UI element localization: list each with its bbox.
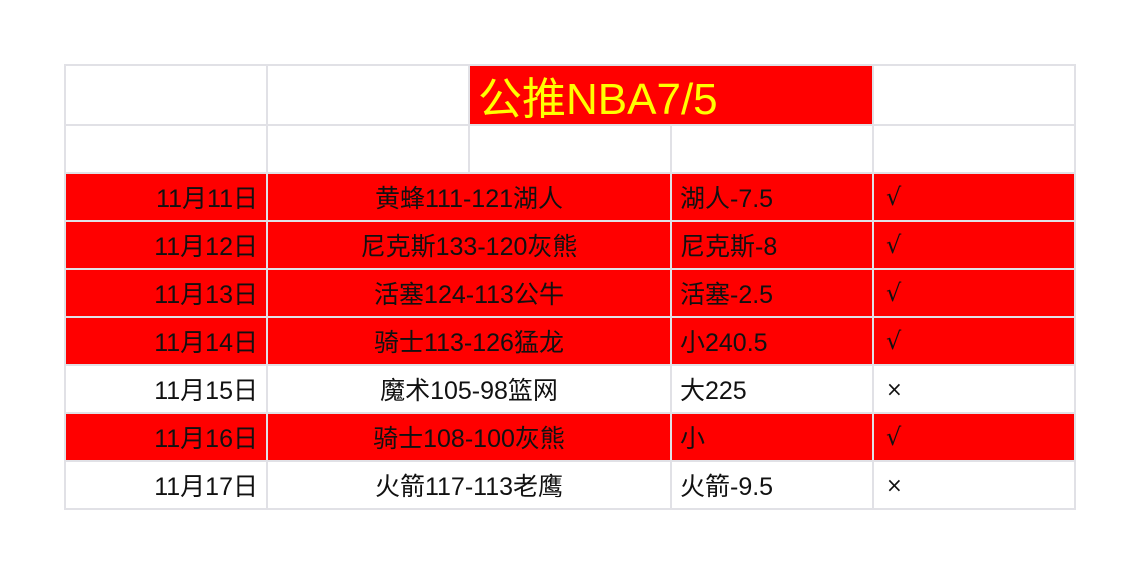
empty-cell[interactable] — [268, 66, 468, 124]
result-cell[interactable]: √ — [874, 318, 1074, 364]
empty-cell[interactable] — [874, 126, 1074, 172]
empty-cell[interactable] — [672, 126, 872, 172]
date-cell[interactable]: 11月15日 — [66, 366, 266, 412]
date-cell[interactable]: 11月16日 — [66, 414, 266, 460]
date-cell[interactable]: 11月12日 — [66, 222, 266, 268]
date-cell[interactable]: 11月11日 — [66, 174, 266, 220]
result-cell[interactable]: × — [874, 366, 1074, 412]
empty-cell[interactable] — [874, 66, 1074, 124]
date-cell[interactable]: 11月13日 — [66, 270, 266, 316]
pick-cell[interactable]: 大225 — [672, 366, 872, 412]
match-cell[interactable]: 火箭117-113老鹰 — [268, 462, 670, 508]
match-cell[interactable]: 黄蜂111-121湖人 — [268, 174, 670, 220]
empty-cell[interactable] — [66, 66, 266, 124]
pick-cell[interactable]: 活塞-2.5 — [672, 270, 872, 316]
empty-cell[interactable] — [268, 126, 468, 172]
result-cell[interactable]: × — [874, 462, 1074, 508]
sheet-title[interactable]: 公推NBA7/5 — [470, 66, 872, 124]
result-cell[interactable]: √ — [874, 414, 1074, 460]
date-cell[interactable]: 11月17日 — [66, 462, 266, 508]
spreadsheet-grid: 公推NBA7/5 11月11日 黄蜂111-121湖人 湖人-7.5 √ 11月12日 尼克… — [64, 64, 1076, 510]
empty-cell[interactable] — [470, 126, 670, 172]
result-cell[interactable]: √ — [874, 270, 1074, 316]
date-cell[interactable]: 11月14日 — [66, 318, 266, 364]
match-cell[interactable]: 骑士108-100灰熊 — [268, 414, 670, 460]
pick-cell[interactable]: 尼克斯-8 — [672, 222, 872, 268]
match-cell[interactable]: 骑士113-126猛龙 — [268, 318, 670, 364]
match-cell[interactable]: 尼克斯133-120灰熊 — [268, 222, 670, 268]
match-cell[interactable]: 活塞124-113公牛 — [268, 270, 670, 316]
pick-cell[interactable]: 火箭-9.5 — [672, 462, 872, 508]
result-cell[interactable]: √ — [874, 222, 1074, 268]
pick-cell[interactable]: 湖人-7.5 — [672, 174, 872, 220]
match-cell[interactable]: 魔术105-98篮网 — [268, 366, 670, 412]
pick-cell[interactable]: 小240.5 — [672, 318, 872, 364]
pick-cell[interactable]: 小 — [672, 414, 872, 460]
empty-cell[interactable] — [66, 126, 266, 172]
result-cell[interactable]: √ — [874, 174, 1074, 220]
